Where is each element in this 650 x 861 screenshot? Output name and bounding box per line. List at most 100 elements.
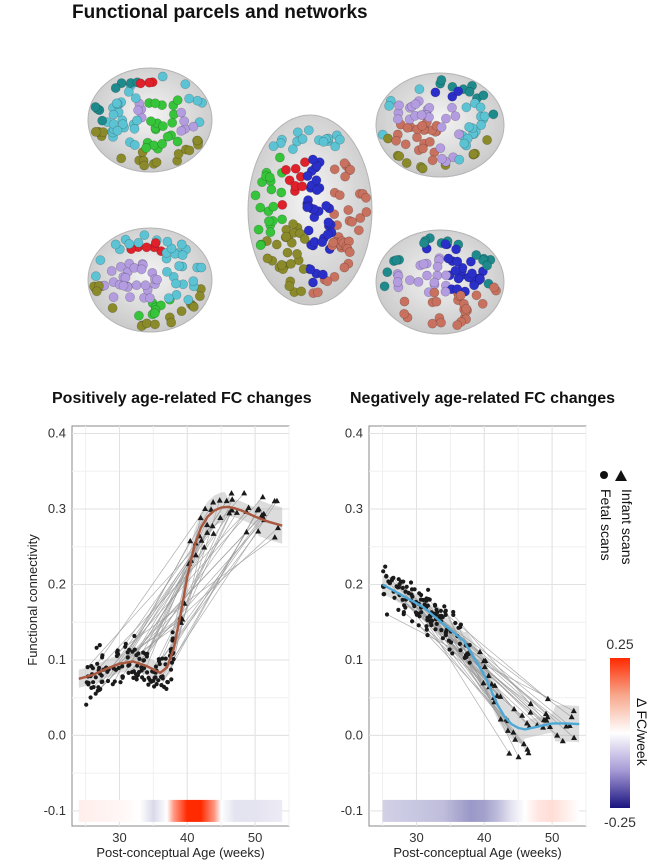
infant-point xyxy=(519,712,526,718)
parcel-node xyxy=(436,75,447,85)
infant-point xyxy=(204,529,211,535)
parcel-node xyxy=(107,303,118,313)
parcel-node xyxy=(110,239,121,250)
parcel-node xyxy=(149,308,160,319)
infant-point xyxy=(271,534,278,540)
fetal-point xyxy=(453,620,458,626)
parcel-node xyxy=(276,259,287,270)
parcel-node xyxy=(436,317,446,328)
infant-point xyxy=(494,692,501,699)
legend-infant-label: Infant scans xyxy=(619,489,635,565)
brain-parcels-figure xyxy=(87,67,505,335)
parcel-node xyxy=(115,261,126,272)
x-axis-label: Post-conceptual Age (weeks) xyxy=(96,845,264,860)
parcel-node xyxy=(106,266,117,276)
infant-point xyxy=(570,707,577,714)
fetal-point xyxy=(132,647,137,652)
infant-point xyxy=(210,499,217,505)
delta-fc-band xyxy=(382,799,580,822)
parcel-node xyxy=(418,259,429,269)
parcel-node xyxy=(140,280,151,291)
fetal-point xyxy=(401,610,406,615)
parcel-node xyxy=(290,163,301,174)
fetal-point xyxy=(86,680,91,685)
infant-point xyxy=(258,511,265,518)
panel-title-negative: Negatively age-related FC changes xyxy=(350,390,615,407)
parcel-node xyxy=(311,175,322,186)
fetal-point xyxy=(136,651,141,656)
parcel-node xyxy=(416,110,427,120)
parcel-node xyxy=(488,109,499,120)
fetal-point xyxy=(171,657,176,662)
fetal-point xyxy=(410,619,415,624)
fetal-point xyxy=(403,589,408,594)
fetal-point xyxy=(134,677,139,682)
infant-point xyxy=(228,490,235,496)
parcel-node xyxy=(124,239,135,249)
parcel-node xyxy=(130,93,141,103)
scan-legend: Infant scans Fetal scans xyxy=(598,470,635,565)
infant-point xyxy=(559,737,566,744)
fetal-point xyxy=(125,655,130,660)
fetal-point xyxy=(141,658,147,663)
infant-point xyxy=(233,509,240,515)
fetal-point xyxy=(422,602,427,607)
fetal-point xyxy=(116,652,121,657)
parcel-node xyxy=(297,181,308,192)
infant-point xyxy=(209,522,216,529)
parcel-node xyxy=(97,115,108,126)
fetal-point xyxy=(159,674,164,680)
parcel-node xyxy=(162,236,173,247)
brain-lateral-bottom-left xyxy=(87,227,213,333)
fetal-point xyxy=(414,612,419,617)
fetal-point xyxy=(401,579,406,584)
parcel-node xyxy=(268,141,279,152)
parcel-node xyxy=(132,115,142,126)
fetal-point xyxy=(133,672,139,677)
parcel-node xyxy=(157,71,168,82)
parcel-node xyxy=(253,224,264,235)
infant-point xyxy=(527,700,534,707)
subject-line xyxy=(117,542,196,655)
parcel-node xyxy=(464,122,474,132)
infant-point xyxy=(259,493,266,500)
parcel-node xyxy=(330,141,341,152)
y-tick-label: 0.3 xyxy=(345,501,363,516)
infant-point xyxy=(512,736,519,742)
infant-point xyxy=(243,528,250,535)
parcel-node xyxy=(188,121,199,132)
infant-point xyxy=(527,709,534,715)
infant-point xyxy=(255,505,262,512)
parcel-node xyxy=(399,308,410,319)
fetal-point xyxy=(126,670,131,675)
parcel-node xyxy=(133,310,144,321)
parcel-node xyxy=(297,134,308,144)
parcel-node xyxy=(414,84,425,95)
fetal-point xyxy=(419,592,424,598)
infant-point xyxy=(540,724,547,730)
parcel-node xyxy=(361,192,371,203)
parcel-node xyxy=(382,267,393,278)
fetal-point xyxy=(152,675,157,680)
parcel-node xyxy=(167,117,178,128)
fetal-point xyxy=(418,597,424,602)
subject-line xyxy=(96,508,206,665)
parcel-node xyxy=(255,240,266,251)
parcel-node xyxy=(452,256,463,267)
parcel-node xyxy=(465,256,476,267)
infant-point xyxy=(228,506,235,513)
parcel-node xyxy=(437,153,447,164)
fetal-point xyxy=(156,678,161,683)
fetal-point xyxy=(440,636,445,641)
infant-point xyxy=(197,514,204,521)
parcel-node xyxy=(150,98,161,109)
parcel-node xyxy=(329,164,340,175)
infant-point xyxy=(524,720,531,726)
fetal-point xyxy=(451,609,456,615)
plot-area xyxy=(368,425,587,827)
parcel-node xyxy=(464,87,475,97)
fetal-point xyxy=(93,691,98,696)
y-tick-label: 0.3 xyxy=(48,501,66,516)
fc-plots: Functional connectivity 0.0 0.1 0.2 0.3 0.4 -… xyxy=(25,425,650,860)
fetal-point xyxy=(419,610,424,615)
